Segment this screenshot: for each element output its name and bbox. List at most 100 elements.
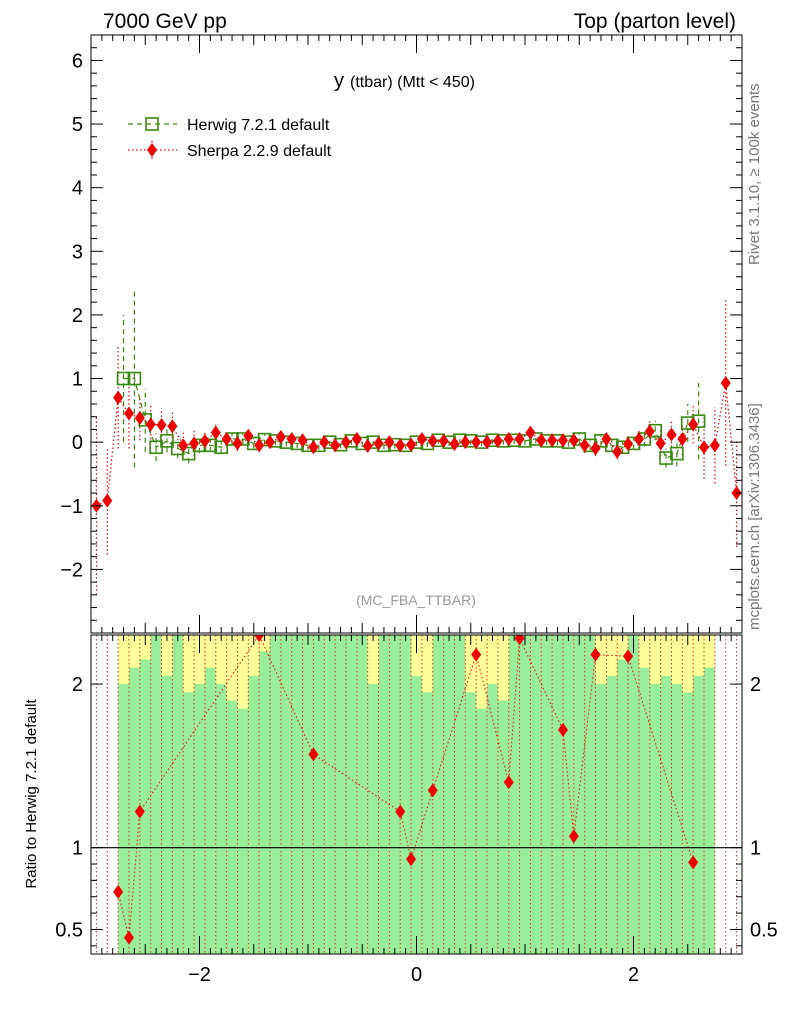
uncertainty-band-inner <box>313 635 325 954</box>
sherpa-point <box>482 435 493 450</box>
uncertainty-band-inner <box>508 635 520 954</box>
uncertainty-band-inner <box>541 635 553 954</box>
herwig-point <box>116 371 131 386</box>
uncertainty-band-inner <box>302 635 314 954</box>
uncertainty-band-inner <box>345 635 357 954</box>
sherpa-point <box>254 438 265 453</box>
sherpa-point <box>167 419 178 434</box>
uncertainty-band-inner <box>476 708 488 954</box>
y-tick-label: 5 <box>72 114 83 136</box>
uncertainty-band-inner <box>638 667 650 954</box>
plot-title-main: y <box>334 70 344 92</box>
sherpa-ratio-point <box>590 647 601 662</box>
sherpa-point <box>612 444 623 459</box>
sherpa-point <box>178 438 189 453</box>
herwig-point <box>214 440 228 455</box>
uncertainty-band-inner <box>530 635 542 954</box>
sherpa-point <box>503 431 514 446</box>
sherpa-ratio-point <box>471 647 482 662</box>
sherpa-point <box>384 435 395 450</box>
ratio-y-tick-label: 2 <box>72 674 83 696</box>
sherpa-point <box>221 431 232 446</box>
uncertainty-band-inner <box>649 684 661 954</box>
sherpa-ratio-point <box>623 649 634 664</box>
sherpa-point <box>666 427 677 442</box>
uncertainty-band-inner <box>118 684 129 954</box>
sherpa-point <box>286 431 297 446</box>
sherpa-point <box>492 433 503 448</box>
sherpa-point <box>243 428 254 443</box>
uncertainty-band-inner <box>161 675 173 954</box>
sherpa-point <box>525 425 536 440</box>
sherpa-point <box>427 433 438 448</box>
sherpa-ratio-point <box>688 855 699 870</box>
sherpa-point <box>655 436 666 451</box>
ratio-panel-data <box>91 635 742 954</box>
uncertainty-band-inner <box>454 635 466 954</box>
y-tick-label: 3 <box>72 241 83 263</box>
sherpa-point <box>210 425 221 440</box>
rivet-version-label: Rivet 3.1.10, ≥ 100k events <box>746 83 763 265</box>
ratio-y-tick-label: 1 <box>72 838 83 860</box>
sherpa-point <box>395 438 406 453</box>
herwig-point <box>127 371 142 386</box>
uncertainty-band-inner <box>573 635 585 954</box>
ratio-y-tick-label-right: 0.5 <box>750 919 778 941</box>
sherpa-point <box>297 433 308 448</box>
uncertainty-band-inner <box>400 635 412 954</box>
main-panel-axes: −2 −1 0 1 2 3 4 5 6 <box>60 35 743 634</box>
ratio-y-tick-label: 0.5 <box>55 919 83 941</box>
uncertainty-band-inner <box>562 635 574 954</box>
sherpa-point <box>102 493 113 508</box>
sherpa-point <box>720 375 731 390</box>
uncertainty-band-inner <box>139 659 151 954</box>
uncertainty-band-inner <box>389 635 401 954</box>
sherpa-point <box>677 431 688 446</box>
sherpa-point <box>590 441 601 456</box>
analysis-watermark: (MC_FBA_TTBAR) <box>356 592 476 608</box>
uncertainty-band-inner <box>606 675 618 954</box>
sherpa-point <box>471 435 482 450</box>
uncertainty-band-inner <box>693 675 705 954</box>
sherpa-point <box>199 433 210 448</box>
uncertainty-band-inner <box>270 635 281 954</box>
ratio-panel-axes: 0.5 0.5 1 1 2 2 −2 0 2 <box>55 635 778 986</box>
uncertainty-band-inner <box>595 684 607 954</box>
y-tick-label: −1 <box>60 496 83 518</box>
uncertainty-band-inner <box>259 651 271 954</box>
sherpa-point <box>438 433 449 448</box>
sherpa-point <box>416 431 427 446</box>
sherpa-point <box>275 430 286 445</box>
sherpa-point <box>134 410 145 425</box>
uncertainty-band-inner <box>421 692 433 954</box>
legend-sherpa-marker <box>147 143 157 157</box>
sherpa-point <box>113 390 124 405</box>
uncertainty-band-inner <box>487 684 498 954</box>
sherpa-point <box>232 436 243 451</box>
sherpa-point <box>406 437 417 452</box>
y-tick-label: 0 <box>72 432 83 454</box>
herwig-point <box>160 434 174 448</box>
sherpa-point <box>308 440 319 455</box>
herwig-point <box>181 446 196 461</box>
uncertainty-band-inner <box>682 692 694 954</box>
sherpa-point <box>319 435 330 450</box>
uncertainty-band-inner <box>248 675 260 954</box>
sherpa-ratio-point <box>406 852 417 867</box>
uncertainty-band-inner <box>280 635 292 954</box>
legend-herwig-marker <box>145 117 159 131</box>
y-tick-label: 1 <box>72 369 83 391</box>
header-right: Top (parton level) <box>574 10 736 33</box>
ratio-panel: 0.5 0.5 1 1 2 2 −2 0 2 Ratio to Herwig 7.2.1 def… <box>23 634 778 986</box>
sherpa-ratio-point <box>568 829 579 844</box>
uncertainty-band-inner <box>194 684 205 954</box>
uncertainty-band-inner <box>172 635 184 954</box>
sherpa-point <box>460 435 471 450</box>
uncertainty-band-inner <box>411 675 422 954</box>
uncertainty-band-inner <box>432 635 444 954</box>
plot-title-sub: (ttbar) (Mtt < 450) <box>350 74 475 91</box>
sherpa-point <box>568 433 579 448</box>
ratio-ylabel: Ratio to Herwig 7.2.1 default <box>23 699 40 889</box>
sherpa-point <box>145 417 156 432</box>
